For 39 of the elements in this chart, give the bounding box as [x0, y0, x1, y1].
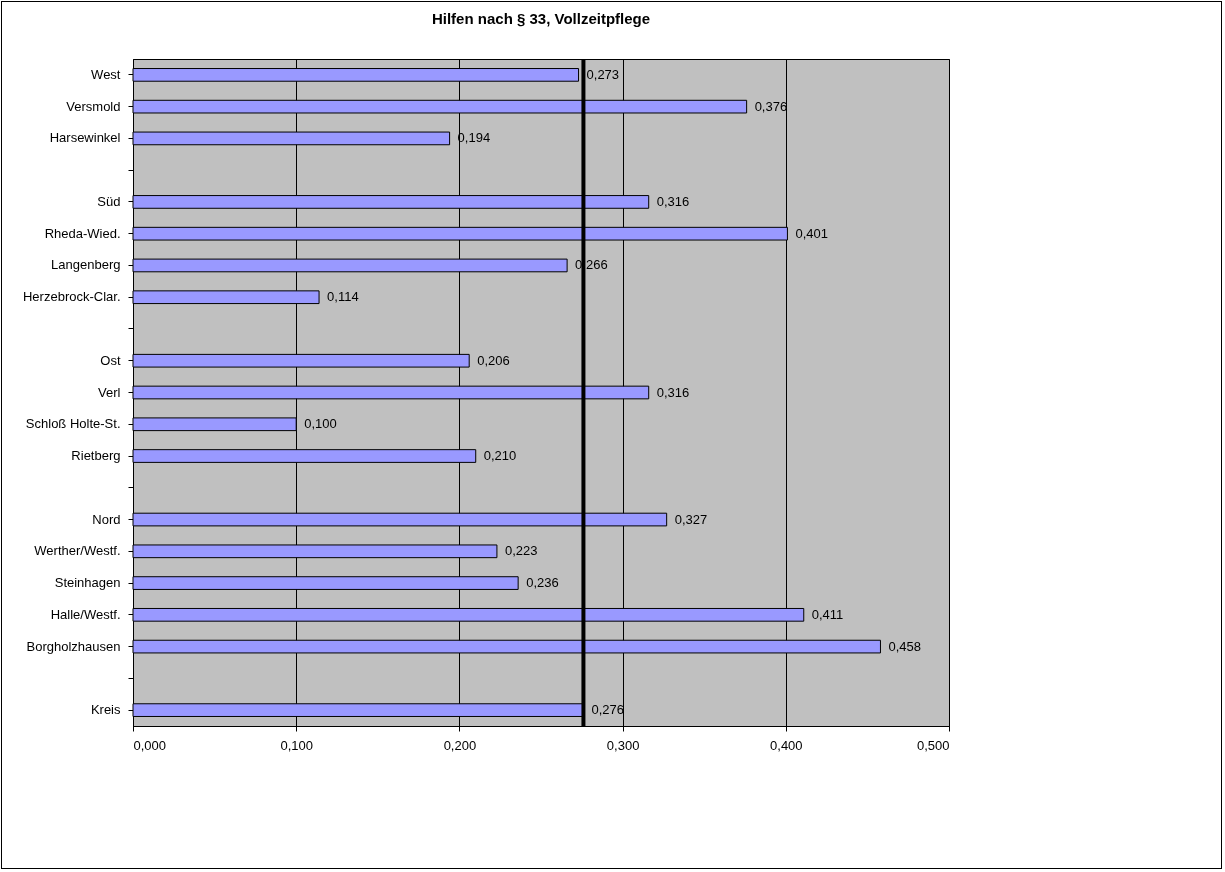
y-tick-label: Verl — [98, 384, 121, 400]
x-tick-label: 0,300 — [606, 737, 640, 753]
y-tick-label: Rheda-Wied. — [44, 225, 121, 241]
y-tick-label: Steinhagen — [54, 575, 121, 591]
y-tick-label: Schloß Holte-St. — [25, 416, 121, 432]
chart-title: Hilfen nach § 33, Vollzeitpflege — [431, 10, 651, 27]
y-tick-label: Süd — [97, 193, 121, 209]
data-label: 0,223 — [504, 543, 538, 559]
data-label: 0,210 — [483, 448, 517, 464]
y-tick-label: Rietberg — [71, 448, 121, 464]
data-label: 0,401 — [795, 225, 828, 241]
y-tick-label: West — [91, 66, 121, 82]
data-label: 0,114 — [327, 289, 359, 305]
data-label: 0,273 — [586, 66, 620, 82]
x-tick-label: 0,000 — [133, 737, 167, 753]
y-tick-label: Harsewinkel — [49, 130, 121, 146]
data-label: 0,376 — [754, 98, 788, 114]
data-label: 0,458 — [888, 638, 921, 654]
y-tick-label: Borgholzhausen — [26, 638, 121, 654]
y-tick-label: Halle/Westf. — [50, 606, 121, 622]
data-label: 0,100 — [304, 416, 337, 432]
y-tick-label: Werther/Westf. — [34, 543, 121, 559]
data-label: 0,236 — [526, 575, 559, 591]
data-label: 0,327 — [674, 511, 708, 527]
data-label: 0,316 — [656, 384, 690, 400]
data-label: 0,411 — [811, 606, 844, 622]
data-label: 0,206 — [477, 352, 510, 368]
data-label: 0,276 — [591, 702, 624, 718]
y-tick-label: Versmold — [66, 98, 121, 114]
y-tick-label: Nord — [92, 511, 121, 527]
x-tick-label: 0,200 — [443, 737, 477, 753]
y-tick-label: Langenberg — [51, 257, 121, 273]
x-tick-label: 0,400 — [770, 737, 803, 753]
y-tick-label: Kreis — [90, 702, 121, 718]
y-tick-label: Herzebrock-Clar. — [22, 289, 121, 305]
y-tick-label: Ost — [100, 352, 121, 368]
data-label: 0,316 — [656, 193, 690, 209]
x-tick-label: 0,100 — [280, 737, 313, 753]
x-tick-label: 0,500 — [916, 737, 950, 753]
